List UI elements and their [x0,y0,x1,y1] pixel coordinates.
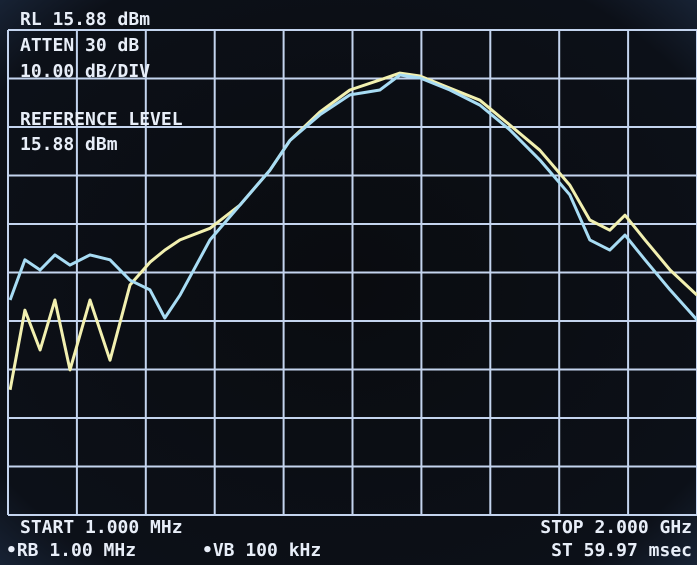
screen-label: 15.88 dBm [20,134,118,155]
trace [8,71,697,391]
screen-label: ATTEN 30 dB [20,35,139,56]
screen-label: STOP 2.000 GHz [540,517,692,538]
screen-label: RL 15.88 dBm [20,9,150,30]
screen-label: REFERENCE LEVEL [20,109,183,130]
screen-label: •RB 1.00 MHz [6,540,136,561]
screen-label: START 1.000 MHz [20,517,183,538]
screen-label: ST 59.97 msec [551,540,692,561]
trace [8,73,697,321]
screen-label: •VB 100 kHz [202,540,321,561]
screen-label: 10.00 dB/DIV [20,61,150,82]
